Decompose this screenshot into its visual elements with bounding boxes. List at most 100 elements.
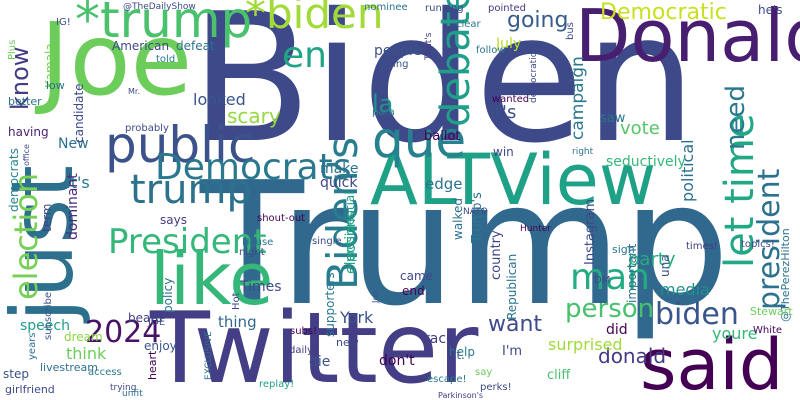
word: EXCLUSIVE: [204, 331, 214, 380]
word: Joe: [40, 1, 193, 118]
word: saw: [600, 111, 626, 126]
word: House: [242, 237, 274, 248]
word: @TheDailyShow: [123, 2, 196, 12]
word: JOE: [148, 317, 166, 328]
word: says: [160, 213, 187, 227]
word: seductively: [606, 154, 686, 170]
word: Democratic: [600, 0, 727, 25]
word: defeat: [176, 39, 215, 53]
word: heart: [146, 350, 159, 380]
word: night: [239, 247, 265, 258]
word: he's: [758, 3, 783, 17]
word: que: [372, 111, 467, 169]
word: help: [449, 345, 475, 359]
word: Jon: [371, 290, 380, 303]
word: Times: [240, 279, 282, 295]
word: quick: [320, 175, 358, 191]
word: people: [374, 43, 422, 59]
word: Parkinson's: [438, 391, 484, 400]
word: came: [400, 269, 434, 283]
word: giving: [378, 59, 409, 70]
word: unfit: [122, 389, 143, 399]
word: escape!: [427, 374, 467, 385]
word: Donald: [575, 0, 800, 78]
word: man: [570, 257, 650, 298]
word: candidate: [72, 83, 86, 143]
word: youre: [712, 324, 758, 343]
word: say: [475, 367, 493, 378]
word: beard: [128, 311, 163, 325]
word: I'm: [502, 344, 523, 359]
word: having: [8, 125, 49, 139]
word: political: [678, 139, 697, 202]
word: don't: [379, 353, 415, 369]
word: York: [340, 308, 374, 327]
word: did: [606, 322, 628, 338]
word: subscribe: [43, 292, 54, 340]
word: dream: [64, 330, 103, 344]
word: surprised: [548, 335, 623, 354]
word: office: [22, 144, 31, 166]
word: livestream: [40, 361, 98, 374]
word: running: [425, 3, 464, 14]
word: New: [58, 136, 89, 152]
word: campaign: [568, 56, 588, 140]
word: end: [402, 284, 425, 298]
word: person: [565, 294, 655, 324]
word: die: [309, 354, 331, 370]
word: Instagram: [583, 198, 598, 265]
word: scary: [227, 104, 281, 128]
word: Hot: [231, 292, 242, 310]
word: DM: [594, 275, 611, 286]
word: race: [424, 331, 455, 347]
word: edge: [425, 175, 463, 193]
word: CLICK: [500, 83, 530, 94]
word: replay!: [259, 379, 295, 390]
word: White: [753, 325, 783, 336]
word: daily: [289, 345, 313, 356]
word: want: [488, 312, 543, 337]
word: Hunter: [520, 224, 551, 234]
word: Trump: [200, 146, 731, 344]
word: trump: [130, 167, 252, 213]
word: it's: [490, 102, 517, 123]
word: perks!: [480, 382, 512, 393]
word: access: [88, 367, 122, 378]
word: party: [628, 249, 676, 270]
word: trying: [110, 383, 137, 393]
word: low: [46, 79, 65, 92]
word: *biden: [245, 0, 384, 38]
word: pointed: [488, 3, 527, 14]
word: Twitter: [150, 292, 479, 400]
word: think: [66, 344, 107, 363]
word: probably: [125, 123, 169, 134]
word: shout-out: [257, 213, 306, 224]
word: IG!: [56, 17, 71, 28]
word: presidential: [343, 191, 357, 262]
word: July: [496, 36, 522, 52]
word: American: [112, 39, 170, 53]
word: Democrats: [155, 147, 352, 188]
word: speech: [20, 318, 70, 334]
word: Stewart: [750, 305, 793, 318]
word: nominee: [364, 2, 408, 13]
word: sign: [612, 243, 635, 256]
word: clear: [456, 19, 481, 30]
word: make: [320, 161, 359, 177]
word: Republican: [505, 253, 519, 320]
word: media: [660, 280, 710, 299]
word: *trump: [75, 0, 253, 49]
word: para: [372, 107, 395, 118]
word: Mr.: [128, 87, 140, 96]
word: follow: [476, 45, 506, 56]
word: President: [108, 222, 267, 262]
word: ballot: [424, 129, 461, 144]
word: walked: [451, 197, 465, 240]
word: It's: [66, 173, 90, 192]
word: democrats: [7, 148, 21, 212]
word: Plus: [7, 39, 18, 60]
word: ALTView: [370, 139, 657, 221]
word: country: [489, 230, 504, 280]
word: told: [156, 54, 176, 65]
word: Trump's: [470, 192, 485, 243]
